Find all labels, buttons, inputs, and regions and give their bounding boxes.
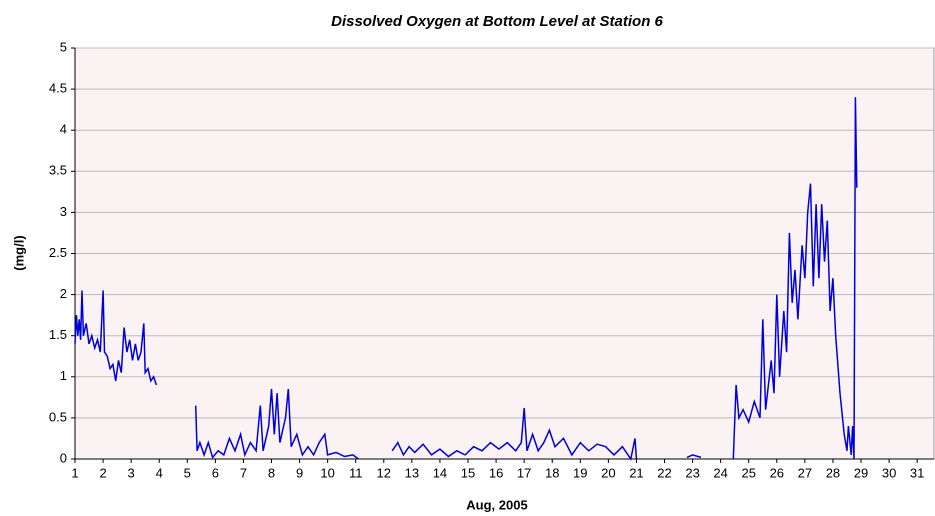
- x-tick-label: 22: [657, 465, 671, 480]
- y-tick-label: 2.5: [49, 245, 67, 260]
- y-tick-label: 4.5: [49, 81, 67, 96]
- x-tick-label: 26: [770, 465, 784, 480]
- x-tick-label: 25: [741, 465, 755, 480]
- y-tick-label: 0: [60, 450, 67, 465]
- x-tick-label: 29: [854, 465, 868, 480]
- x-tick-label: 2: [99, 465, 106, 480]
- x-tick-label: 19: [573, 465, 587, 480]
- y-tick-label: 2: [60, 286, 67, 301]
- x-tick-label: 6: [212, 465, 219, 480]
- x-tick-label: 15: [461, 465, 475, 480]
- x-tick-label: 12: [377, 465, 391, 480]
- x-tick-label: 27: [798, 465, 812, 480]
- x-tick-label: 7: [240, 465, 247, 480]
- x-tick-label: 8: [268, 465, 275, 480]
- y-tick-label: 4: [60, 122, 67, 137]
- y-tick-label: 1: [60, 368, 67, 383]
- x-tick-label: 10: [320, 465, 334, 480]
- y-tick-label: 3: [60, 204, 67, 219]
- x-axis-label: Aug, 2005: [466, 497, 527, 512]
- x-tick-label: 5: [184, 465, 191, 480]
- data-line: [74, 97, 858, 461]
- y-tick-label: 0.5: [49, 409, 67, 424]
- x-tick-label: 30: [882, 465, 896, 480]
- x-tick-label: 1: [71, 465, 78, 480]
- y-tick-label: 3.5: [49, 163, 67, 178]
- x-tick-label: 11: [349, 465, 363, 480]
- x-tick-label: 23: [685, 465, 699, 480]
- x-tick-label: 9: [296, 465, 303, 480]
- x-tick-label: 18: [545, 465, 559, 480]
- y-axis-label: (mg/l): [11, 235, 26, 270]
- x-tick-label: 24: [713, 465, 727, 480]
- x-tick-label: 13: [405, 465, 419, 480]
- y-tick-label: 1.5: [49, 327, 67, 342]
- x-tick-label: 17: [517, 465, 531, 480]
- x-tick-label: 20: [601, 465, 615, 480]
- x-tick-label: 28: [826, 465, 840, 480]
- x-tick-label: 3: [128, 465, 135, 480]
- y-tick-label: 5: [60, 39, 67, 54]
- chart-title: Dissolved Oxygen at Bottom Level at Stat…: [331, 13, 663, 30]
- x-tick-label: 14: [433, 465, 447, 480]
- x-tick-label: 4: [156, 465, 163, 480]
- x-tick-label: 16: [489, 465, 503, 480]
- x-tick-label: 31: [910, 465, 924, 480]
- x-tick-label: 21: [629, 465, 643, 480]
